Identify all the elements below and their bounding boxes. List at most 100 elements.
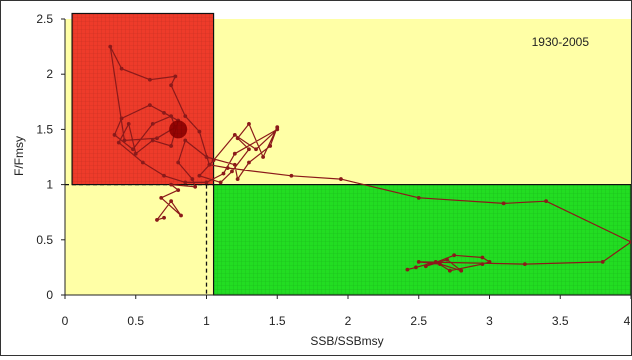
data-point	[268, 144, 273, 148]
data-point	[133, 151, 138, 156]
data-point	[173, 74, 178, 79]
x-tick-label: 2	[345, 314, 352, 328]
x-tick-label: 3	[486, 314, 493, 328]
data-point	[275, 127, 280, 132]
data-point	[414, 265, 418, 270]
data-point	[204, 180, 209, 185]
data-point	[169, 182, 174, 187]
data-point	[221, 171, 226, 176]
y-tick-label: 0	[46, 288, 53, 302]
data-point	[148, 103, 152, 108]
data-point	[183, 138, 188, 143]
x-tick-label: 0	[62, 314, 69, 328]
data-point	[433, 259, 438, 264]
x-tick-label: 1	[203, 314, 210, 328]
axes: 0 0.5 1 1.5 2 2.5 3 3.5 4 0 0.5 1 1.5 2 2.5	[36, 12, 632, 328]
x-tick-label: 2.5	[410, 314, 427, 328]
y-tick-label: 0.5	[36, 233, 53, 247]
x-axis-label: SSB/SSBmsy	[310, 334, 383, 348]
data-point	[108, 44, 113, 49]
data-point	[169, 144, 174, 148]
zone-healthy-grid	[212, 184, 632, 296]
data-point	[119, 116, 124, 121]
data-point	[501, 201, 506, 206]
data-point	[197, 129, 202, 134]
data-point	[207, 162, 212, 167]
data-point	[544, 199, 548, 204]
data-point	[405, 267, 410, 272]
data-point	[190, 177, 195, 181]
data-point	[423, 264, 428, 269]
data-point	[218, 180, 223, 185]
data-point	[179, 213, 183, 218]
data-point	[480, 255, 485, 260]
data-point	[140, 160, 145, 165]
data-point	[150, 138, 155, 143]
data-point	[169, 83, 174, 88]
data-point	[155, 218, 159, 222]
data-point	[522, 262, 527, 266]
data-point	[416, 195, 421, 200]
data-point	[150, 121, 155, 126]
y-axis-label: F/Fmsy	[12, 136, 26, 176]
data-point	[247, 160, 251, 165]
y-tick-label: 1.5	[36, 122, 53, 136]
data-point	[162, 215, 166, 220]
data-point	[459, 268, 464, 273]
data-point	[225, 166, 230, 170]
data-point	[445, 257, 449, 262]
zone-overfished-overfishing-grid	[71, 12, 215, 186]
data-point	[119, 66, 124, 71]
x-tick-label: 4	[624, 314, 631, 328]
x-tick-label: 1.5	[269, 314, 286, 328]
data-point	[155, 136, 159, 141]
data-point	[232, 151, 237, 156]
data-point	[169, 199, 174, 204]
data-point	[235, 136, 240, 141]
data-point	[211, 158, 216, 163]
data-point	[176, 188, 181, 193]
data-point	[447, 268, 452, 273]
reference-lines	[65, 183, 214, 295]
data-point	[162, 173, 166, 178]
data-point	[126, 121, 131, 126]
data-point	[261, 155, 265, 159]
data-point	[159, 195, 164, 200]
data-point	[480, 262, 485, 266]
data-point	[131, 147, 135, 152]
y-tick-label: 1	[46, 178, 53, 192]
data-point	[232, 133, 237, 137]
data-point	[247, 121, 251, 126]
data-point	[235, 177, 240, 181]
data-point	[289, 173, 294, 178]
data-point	[247, 147, 251, 152]
data-point	[148, 77, 152, 82]
year-range-annotation: 1930-2005	[532, 35, 590, 49]
data-point	[122, 138, 127, 143]
x-tick-label: 3.5	[552, 314, 569, 328]
y-tick-label: 2	[46, 67, 53, 81]
data-point	[204, 155, 209, 159]
x-tick-label: 0.5	[127, 314, 144, 328]
zones-layer	[65, 12, 632, 296]
data-point	[416, 259, 421, 264]
data-point	[600, 259, 605, 264]
data-point	[339, 177, 343, 181]
data-point	[487, 259, 492, 264]
series-layer	[108, 44, 632, 273]
data-point	[112, 133, 117, 137]
data-point	[452, 253, 457, 258]
data-point	[183, 180, 188, 185]
data-point	[230, 169, 234, 174]
data-point	[176, 160, 181, 165]
highlight-point-grid	[169, 120, 188, 139]
data-point	[116, 140, 121, 145]
data-point	[197, 173, 202, 178]
data-point	[232, 162, 237, 167]
data-point	[193, 184, 198, 189]
data-point	[162, 110, 166, 115]
data-point	[169, 114, 174, 119]
data-point	[438, 262, 442, 266]
